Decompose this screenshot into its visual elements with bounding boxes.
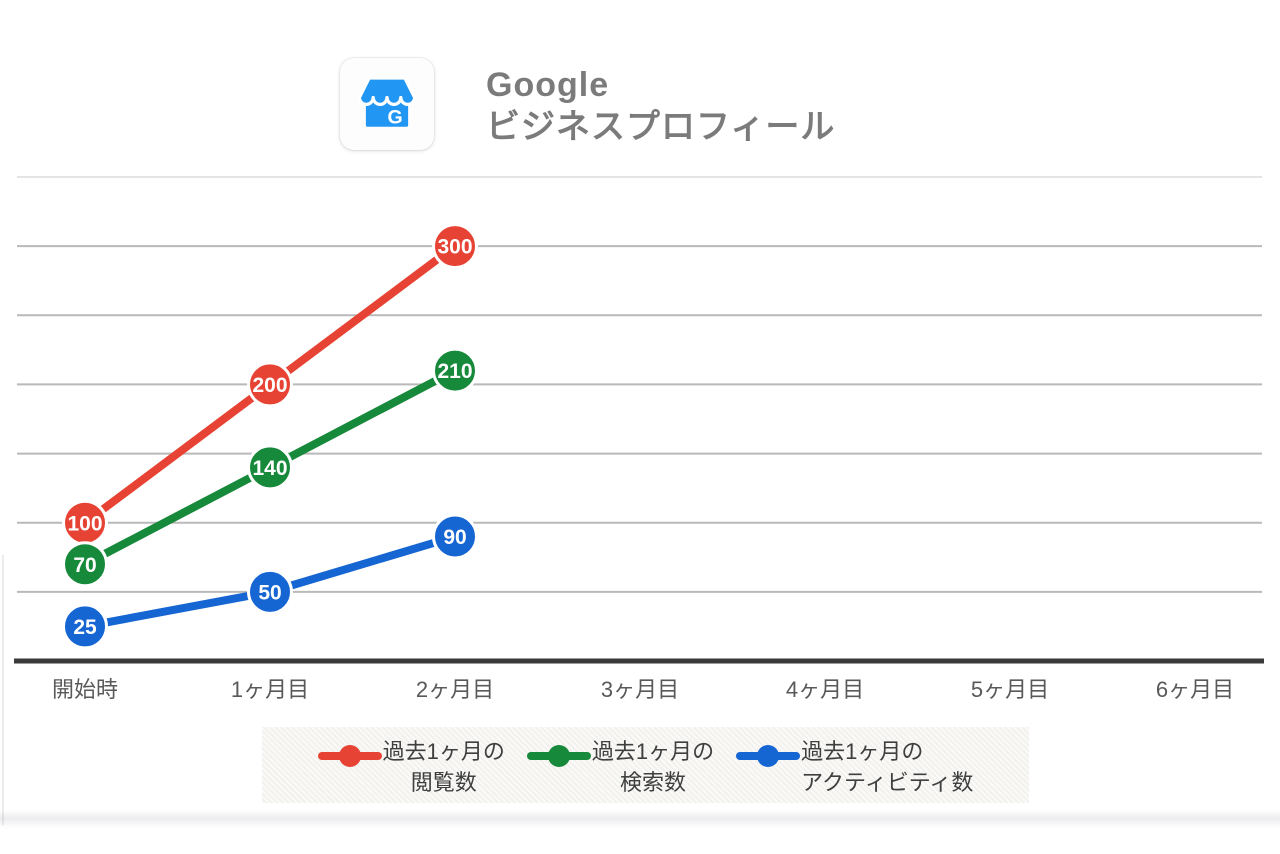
data-point-label: 140 [252,457,287,480]
legend-label-line2: 検索数 [619,770,686,795]
chart-legend: 過去1ヶ月の 閲覧数 過去1ヶ月の 検索数 過去1ヶ月の アクティビティ数 [262,727,1029,803]
chart-header: G Google ビジネスプロフィール [340,58,835,150]
icon-g-letter: G [388,107,403,129]
data-point-label: 70 [73,554,96,577]
chart-title-line2: ビジネスプロフィール [486,108,836,146]
data-point-label: 210 [437,360,472,383]
legend-dot [338,745,361,767]
data-point [247,568,293,615]
legend-label: 過去1ヶ月のアクティビティ数 [801,736,973,798]
data-point-label: 90 [443,526,466,549]
legend-label-line1: 過去1ヶ月の [591,739,715,764]
card-left-edge [2,555,4,825]
legend-label-line2: 閲覧数 [410,770,477,795]
data-point-label: 25 [73,616,97,639]
legend-dot [757,745,780,767]
data-point-label: 50 [258,581,281,604]
chart-title-line1: Google [486,66,610,104]
data-point-label: 300 [437,236,472,259]
legend-label: 過去1ヶ月の 検索数 [592,736,714,798]
storefront-icon: G [357,76,417,129]
data-point-label: 100 [67,512,102,535]
data-point [432,347,478,394]
legend-line-dot-marker [317,744,382,768]
legend-dot [547,745,570,767]
data-point [247,361,293,408]
legend-label: 過去1ヶ月の 閲覧数 [383,736,505,798]
legend-label-line1: 過去1ヶ月の [801,739,924,764]
legend-item: 過去1ヶ月の 検索数 [526,736,714,803]
google-business-profile-icon: G [340,58,434,150]
data-point [62,541,108,588]
data-point [432,513,478,560]
data-point [62,603,108,650]
chart-title: Google ビジネスプロフィール [486,64,835,148]
storefront-awning [357,76,417,107]
data-point-label: 200 [252,374,287,397]
data-point [247,444,293,491]
legend-label-line2: アクティビティ数 [801,770,974,795]
legend-line-dot-marker [526,744,591,768]
legend-item: 過去1ヶ月のアクティビティ数 [736,736,973,803]
legend-label-line1: 過去1ヶ月の [382,739,505,764]
data-point [432,223,478,270]
card-bottom-shadow [0,810,1280,828]
legend-item: 過去1ヶ月の 閲覧数 [317,736,505,803]
legend-line-dot-marker [736,744,801,768]
